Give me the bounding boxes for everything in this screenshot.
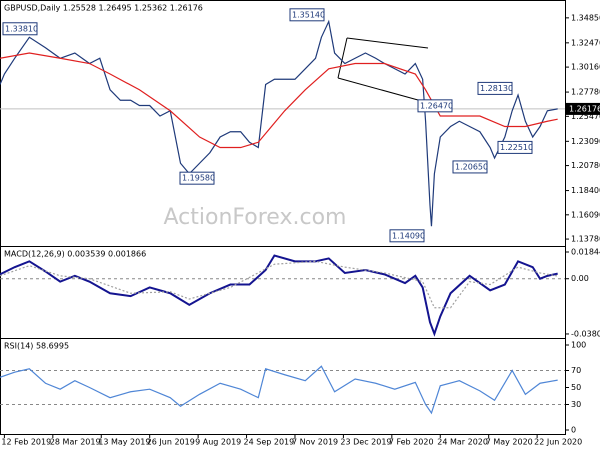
y-tick-label: 0.00 [571, 274, 589, 283]
x-tick-label: 13 May 2019 [98, 438, 150, 447]
price-annotation-box [389, 229, 425, 243]
price-annotation-box [477, 81, 513, 95]
watermark: ActionForex.com [164, 205, 347, 230]
price-annotation-box [417, 99, 453, 113]
price-annotation-box [452, 160, 488, 174]
x-tick-label: 7 May 2020 [486, 438, 533, 447]
price-annotation: 1.26470 [420, 101, 453, 110]
y-tick-label: -0.038095 [571, 329, 600, 338]
price-annotation-box [289, 8, 325, 22]
x-tick-label: 28 Mar 2019 [50, 438, 101, 447]
last-price-label: 1.26176 [569, 104, 600, 113]
y-tick-label: 1.23090 [571, 137, 600, 146]
series-line [0, 19, 558, 227]
series-line [0, 52, 558, 149]
price-annotation: 1.14090 [392, 231, 425, 240]
price-annotation-box [497, 140, 533, 154]
y-tick-label: 1.32470 [571, 38, 600, 47]
x-tick-label: 22 Jun 2020 [534, 438, 582, 447]
panel-title: GBPUSD,Daily 1.25528 1.26495 1.25362 1.2… [4, 4, 203, 13]
x-tick-label: 26 Jun 2019 [147, 438, 195, 447]
y-tick-label: 1.34850 [571, 13, 600, 22]
x-tick-label: 24 Mar 2020 [437, 438, 488, 447]
x-tick-label: 7 Nov 2019 [292, 438, 338, 447]
last-price-box [566, 102, 600, 115]
series-line [0, 254, 558, 337]
y-tick-label: 100 [571, 341, 586, 350]
y-tick-label: 1.20780 [571, 161, 600, 170]
price-annotation: 1.19580 [182, 174, 215, 183]
y-tick-label: 1.13780 [571, 235, 600, 244]
y-tick-label: 1.27780 [571, 88, 600, 97]
price-annotation: 1.35140 [292, 10, 325, 19]
y-tick-label: 1.16090 [571, 210, 600, 219]
series-line [0, 365, 558, 415]
y-tick-label: 1.30160 [571, 63, 600, 72]
y-tick-label: 1.18400 [571, 186, 600, 195]
y-tick-label: 0.018442 [571, 247, 600, 256]
price-annotation-box [2, 22, 38, 36]
x-tick-label: 7 Feb 2020 [389, 438, 434, 447]
channel-line [337, 77, 419, 101]
price-annotation: 1.22510 [500, 143, 533, 152]
panel-title: RSI(14) 58.6995 [4, 342, 69, 351]
y-tick-label: 0 [571, 426, 576, 435]
channel-line [346, 37, 429, 49]
x-tick-label: 24 Sep 2019 [244, 438, 295, 447]
price-annotation: 1.20650 [455, 162, 488, 171]
panel-frame [0, 338, 566, 435]
x-tick-label: 9 Aug 2019 [195, 438, 241, 447]
series-line [0, 260, 558, 309]
channel [337, 37, 429, 101]
channel-line [337, 37, 348, 79]
price-annotation: 1.33810 [5, 24, 38, 33]
x-tick-label: 12 Feb 2019 [1, 438, 51, 447]
y-tick-label: 70 [571, 366, 581, 375]
y-tick-label: 1.25470 [571, 112, 600, 121]
price-annotation-box [179, 171, 215, 185]
panel-title: MACD(12,26,9) 0.003539 0.001866 [4, 250, 146, 259]
y-tick-label: 30 [571, 400, 581, 409]
y-tick-label: 50 [571, 383, 581, 392]
x-tick-label: 23 Dec 2019 [340, 438, 391, 447]
price-annotation: 1.28130 [480, 84, 513, 93]
